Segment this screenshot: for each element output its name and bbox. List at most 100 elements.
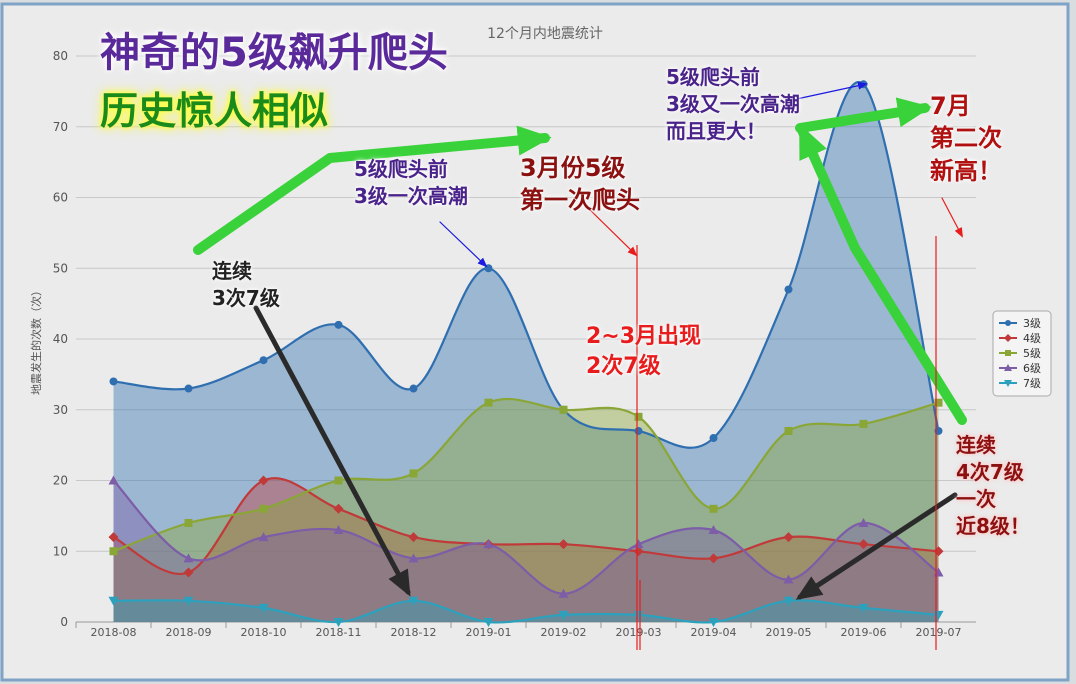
legend-label[interactable]: 7级 bbox=[1023, 377, 1041, 390]
legend-marker bbox=[1005, 350, 1011, 356]
data-point[interactable] bbox=[334, 320, 343, 329]
data-point[interactable] bbox=[783, 532, 794, 543]
data-point[interactable] bbox=[408, 596, 419, 606]
black-arrow-3x7 bbox=[253, 305, 411, 597]
legend-label[interactable]: 3级 bbox=[1023, 317, 1041, 330]
data-point[interactable] bbox=[484, 398, 493, 407]
data-point[interactable] bbox=[858, 539, 869, 550]
data-point[interactable] bbox=[633, 539, 644, 549]
data-point[interactable] bbox=[184, 384, 193, 393]
data-point[interactable] bbox=[708, 553, 719, 564]
data-point[interactable] bbox=[558, 588, 569, 598]
x-tick-label: 2019-07 bbox=[916, 626, 962, 639]
data-point[interactable] bbox=[333, 503, 344, 514]
legend-marker bbox=[1005, 320, 1011, 326]
x-tick-label: 2019-04 bbox=[691, 626, 737, 639]
data-point[interactable] bbox=[858, 603, 869, 613]
data-point[interactable] bbox=[183, 596, 194, 606]
series-line bbox=[112, 479, 940, 595]
data-point[interactable] bbox=[634, 412, 643, 421]
data-point[interactable] bbox=[709, 504, 718, 513]
y-axis-label: 地震发生的次数（次） bbox=[29, 285, 43, 395]
y-tick-label: 60 bbox=[53, 191, 68, 205]
data-point[interactable] bbox=[783, 574, 794, 584]
data-point[interactable] bbox=[183, 567, 194, 578]
legend-marker bbox=[1004, 380, 1012, 387]
y-tick-label: 20 bbox=[53, 474, 68, 488]
x-tick-label: 2018-11 bbox=[316, 626, 362, 639]
data-point[interactable] bbox=[109, 547, 118, 556]
data-point[interactable] bbox=[858, 517, 869, 527]
green-arrow-july bbox=[795, 97, 932, 133]
x-tick-label: 2019-06 bbox=[841, 626, 887, 639]
data-point[interactable] bbox=[183, 553, 194, 563]
data-point[interactable] bbox=[258, 603, 269, 613]
x-tick-label: 2019-05 bbox=[766, 626, 812, 639]
data-point[interactable] bbox=[333, 618, 344, 627]
y-tick-label: 0 bbox=[60, 615, 68, 629]
data-point[interactable] bbox=[483, 539, 494, 549]
data-point[interactable] bbox=[634, 426, 643, 435]
y-tick-label: 70 bbox=[53, 120, 68, 134]
data-point[interactable] bbox=[483, 618, 494, 627]
black-arrow-4x7 bbox=[795, 492, 958, 600]
legend-label[interactable]: 4级 bbox=[1023, 332, 1041, 345]
data-point[interactable] bbox=[559, 405, 568, 414]
data-point[interactable] bbox=[633, 546, 644, 557]
legend-marker bbox=[1004, 334, 1012, 342]
legend-label[interactable]: 5级 bbox=[1023, 347, 1041, 360]
chart-title: 12个月内地震统计 bbox=[487, 26, 603, 42]
data-point[interactable] bbox=[708, 618, 719, 627]
data-point[interactable] bbox=[259, 356, 268, 365]
series-area bbox=[113, 398, 939, 622]
data-point[interactable] bbox=[784, 285, 793, 294]
legend-marker bbox=[1004, 364, 1012, 371]
y-tick-label: 50 bbox=[53, 261, 68, 275]
data-point[interactable] bbox=[859, 419, 868, 428]
red-arrow-march bbox=[584, 204, 638, 257]
legend-label[interactable]: 6级 bbox=[1023, 362, 1041, 375]
data-point[interactable] bbox=[334, 476, 343, 485]
data-point[interactable] bbox=[108, 596, 119, 606]
x-tick-label: 2018-09 bbox=[166, 626, 212, 639]
data-point[interactable] bbox=[708, 525, 719, 535]
note-5-before-1: 5级爬头前 3级一次高潮 bbox=[354, 157, 468, 208]
x-tick-label: 2018-10 bbox=[241, 626, 287, 639]
red-arrow-july bbox=[941, 197, 963, 238]
series-line bbox=[113, 599, 939, 624]
data-point[interactable] bbox=[108, 475, 119, 485]
data-point[interactable] bbox=[783, 596, 794, 606]
x-tick-label: 2019-02 bbox=[541, 626, 587, 639]
x-tick-label: 2018-08 bbox=[91, 626, 137, 639]
y-tick-label: 30 bbox=[53, 403, 68, 417]
note-3x7: 连续 3次7级 bbox=[212, 259, 280, 310]
data-point[interactable] bbox=[558, 539, 569, 550]
data-point[interactable] bbox=[409, 384, 418, 393]
data-point[interactable] bbox=[784, 426, 793, 435]
x-tick-label: 2019-01 bbox=[466, 626, 512, 639]
data-point[interactable] bbox=[408, 553, 419, 563]
data-point[interactable] bbox=[184, 518, 193, 527]
series-area bbox=[113, 480, 939, 622]
data-point[interactable] bbox=[333, 525, 344, 535]
data-point[interactable] bbox=[108, 532, 119, 543]
data-point[interactable] bbox=[409, 469, 418, 478]
y-tick-label: 10 bbox=[53, 544, 68, 558]
legend-box bbox=[992, 310, 1052, 397]
data-point[interactable] bbox=[258, 475, 269, 486]
data-point[interactable] bbox=[109, 377, 118, 386]
note-5-before-2: 5级爬头前 3级又一次高潮 而且更大！ bbox=[666, 65, 800, 143]
headline-title: 神奇的5级飙升爬头 bbox=[100, 30, 448, 76]
data-point[interactable] bbox=[259, 504, 268, 513]
data-point[interactable] bbox=[558, 610, 569, 620]
data-point[interactable] bbox=[934, 398, 943, 407]
data-point[interactable] bbox=[709, 434, 718, 443]
data-point[interactable] bbox=[258, 532, 269, 542]
blue-arrow-peak-1 bbox=[439, 221, 488, 268]
data-point[interactable] bbox=[408, 532, 419, 543]
data-point[interactable] bbox=[633, 610, 644, 620]
green-arrow-first-rise bbox=[193, 125, 552, 255]
y-tick-label: 80 bbox=[53, 49, 68, 63]
